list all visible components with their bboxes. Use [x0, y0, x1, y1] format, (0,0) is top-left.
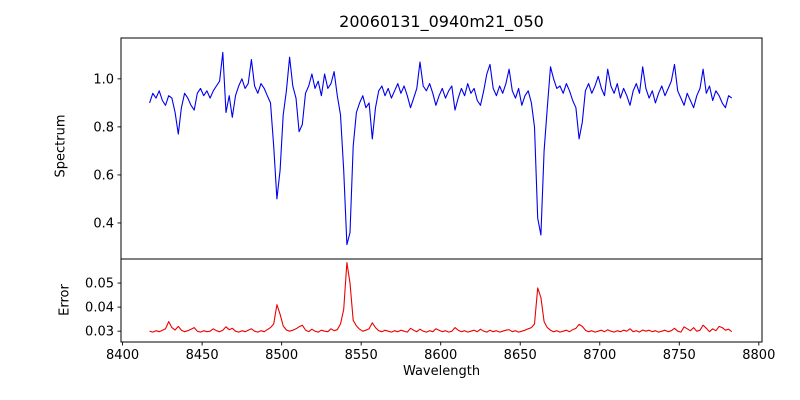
x-tick-label: 8750: [663, 348, 696, 363]
spectrum-y-tick-label: 0.4: [93, 216, 114, 231]
x-tick-label: 8800: [742, 348, 775, 363]
spectrum-y-tick-label: 1.0: [93, 72, 114, 87]
x-tick-label: 8700: [583, 348, 616, 363]
x-axis-label: Wavelength: [402, 364, 481, 379]
error-y-tick-label: 0.05: [85, 277, 114, 292]
spectrum-y-tick-label: 0.8: [93, 120, 114, 135]
x-tick-label: 8550: [345, 348, 378, 363]
x-tick-label: 8600: [424, 348, 457, 363]
error-y-tick-label: 0.03: [85, 325, 114, 340]
x-tick-label: 8400: [106, 348, 139, 363]
error-line: [149, 262, 733, 333]
spectrum-y-tick-label: 0.6: [93, 168, 114, 183]
spectrum-panel-frame: [120, 37, 763, 260]
x-tick-label: 8650: [504, 348, 537, 363]
chart-title: 20060131_0940m21_050: [339, 12, 544, 31]
error-panel-frame: [120, 258, 763, 343]
error-y-tick-label: 0.04: [85, 301, 114, 316]
spectrum-line: [149, 51, 733, 246]
x-tick-label: 8450: [186, 348, 219, 363]
x-tick-label: 8500: [265, 348, 298, 363]
